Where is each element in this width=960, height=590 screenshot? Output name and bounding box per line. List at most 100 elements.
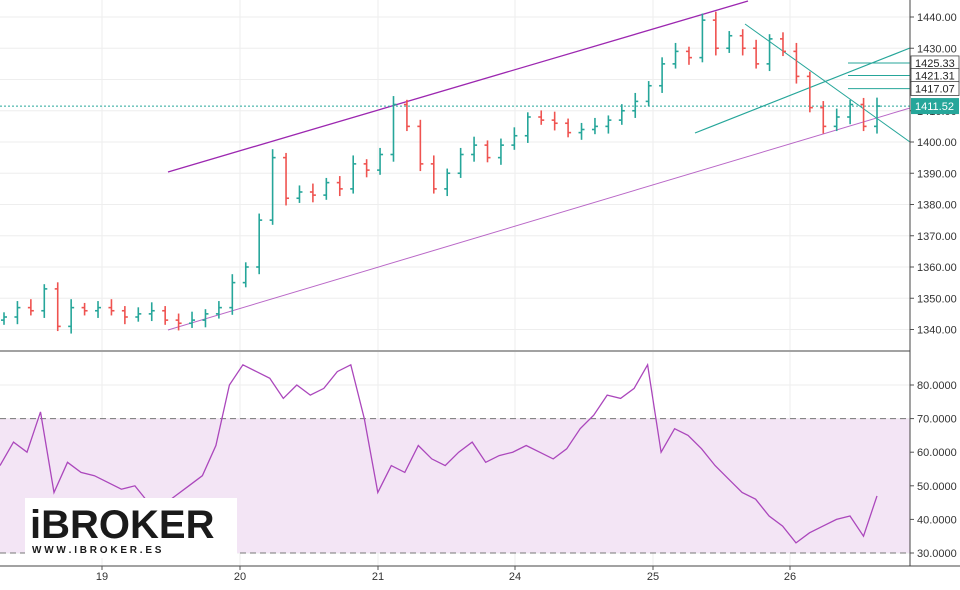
price-ytick-label-10: 1440.00	[917, 12, 957, 24]
x-tick-label-5: 26	[784, 571, 796, 583]
price-bar	[309, 183, 316, 203]
wedge-lower-line	[694, 47, 911, 134]
last-price-badge	[911, 98, 959, 115]
price-bar	[269, 149, 276, 225]
price-bar	[618, 104, 625, 125]
x-tick-label-1: 20	[234, 571, 246, 583]
price-bar	[833, 108, 840, 132]
price-bar	[672, 42, 679, 69]
logo-background	[25, 498, 237, 558]
price-bar	[820, 101, 827, 134]
price-bar	[390, 96, 397, 162]
price-bar	[323, 177, 330, 200]
price-bar	[135, 307, 142, 322]
price-bar	[712, 11, 719, 56]
price-bar	[632, 92, 639, 118]
price-bar	[256, 213, 263, 275]
rsi-ytick-label-1: 40.0000	[917, 514, 957, 526]
price-bar	[336, 176, 343, 197]
price-bar	[215, 301, 222, 319]
price-bar	[874, 97, 880, 134]
price-bar	[242, 262, 249, 288]
price-bar	[766, 34, 773, 72]
price-bar	[793, 42, 800, 84]
price-ytick-label-3: 1370.00	[917, 231, 957, 243]
price-bar	[202, 309, 209, 328]
price-bar	[753, 39, 760, 69]
price-bar	[430, 155, 437, 194]
price-bar	[296, 185, 303, 203]
price-bar	[175, 313, 182, 331]
price-bar	[363, 159, 370, 178]
price-bar	[162, 306, 169, 325]
price-bar	[659, 57, 666, 93]
price-level-box-2	[910, 81, 960, 96]
rsi-ytick-label-4: 70.0000	[917, 414, 957, 426]
x-tick-label-0: 19	[96, 571, 108, 583]
price-ytick-label-9: 1430.00	[917, 43, 957, 55]
x-tick-label-2: 21	[372, 571, 384, 583]
price-bar	[591, 117, 598, 135]
price-bar	[605, 115, 612, 134]
price-bar	[121, 306, 128, 325]
logo-subtitle: W W W . I B R O K E R . E S	[32, 545, 162, 556]
price-bar	[68, 299, 75, 334]
price-ytick-label-6: 1400.00	[917, 137, 957, 149]
price-bar	[565, 118, 572, 138]
price-ytick-label-2: 1360.00	[917, 262, 957, 274]
price-bar	[739, 29, 746, 56]
price-ytick-label-4: 1380.00	[917, 200, 957, 212]
price-bar	[699, 13, 706, 63]
price-bar	[847, 99, 854, 125]
price-bar	[417, 119, 424, 172]
price-bar	[860, 97, 867, 132]
price-level-label-2: 1417.07	[915, 84, 955, 96]
price-level-label-1: 1421.31	[915, 70, 955, 82]
price-bar	[444, 168, 451, 197]
price-bar	[484, 140, 491, 163]
price-bar	[377, 147, 384, 175]
price-level-label-0: 1425.33	[915, 58, 955, 70]
price-ytick-label-5: 1390.00	[917, 168, 957, 180]
price-bar	[578, 122, 585, 140]
price-bar	[403, 99, 410, 132]
rsi-ytick-label-5: 80.0000	[917, 380, 957, 392]
annotations-layer	[0, 0, 911, 331]
price-bar	[81, 302, 88, 316]
price-bar	[524, 112, 531, 143]
price-bar	[283, 152, 290, 206]
price-bar	[538, 110, 545, 125]
price-bar	[95, 301, 102, 318]
price-bar	[1, 312, 7, 325]
price-bar	[471, 136, 478, 162]
x-tick-label-3: 24	[509, 571, 521, 583]
price-bar	[189, 311, 196, 328]
price-bar	[457, 147, 464, 178]
price-bar	[779, 32, 786, 57]
last-price-label: 1411.52	[915, 101, 954, 113]
price-bar	[511, 127, 518, 150]
price-ytick-label-1: 1350.00	[917, 293, 957, 305]
price-ytick-label-0: 1340.00	[917, 325, 957, 337]
logo: iBROKER W W W . I B R O K E R . E S	[25, 498, 237, 558]
price-bar	[108, 299, 115, 316]
price-bar	[497, 138, 504, 165]
price-bar	[27, 299, 34, 316]
channel-upper-line	[167, 0, 749, 173]
price-bar	[685, 46, 692, 65]
price-bar	[14, 301, 21, 325]
rsi-ytick-label-3: 60.0000	[917, 447, 957, 459]
price-bar	[229, 274, 236, 315]
channel-lower-line	[167, 107, 911, 331]
logo-text: iBROKER	[30, 503, 215, 547]
rsi-ytick-label-0: 30.0000	[917, 548, 957, 560]
price-bar	[645, 81, 652, 107]
price-bar	[551, 111, 558, 131]
wedge-upper-line	[744, 23, 911, 143]
price-bar	[54, 282, 61, 332]
price-bars-layer	[1, 11, 880, 334]
price-bar	[41, 284, 48, 318]
